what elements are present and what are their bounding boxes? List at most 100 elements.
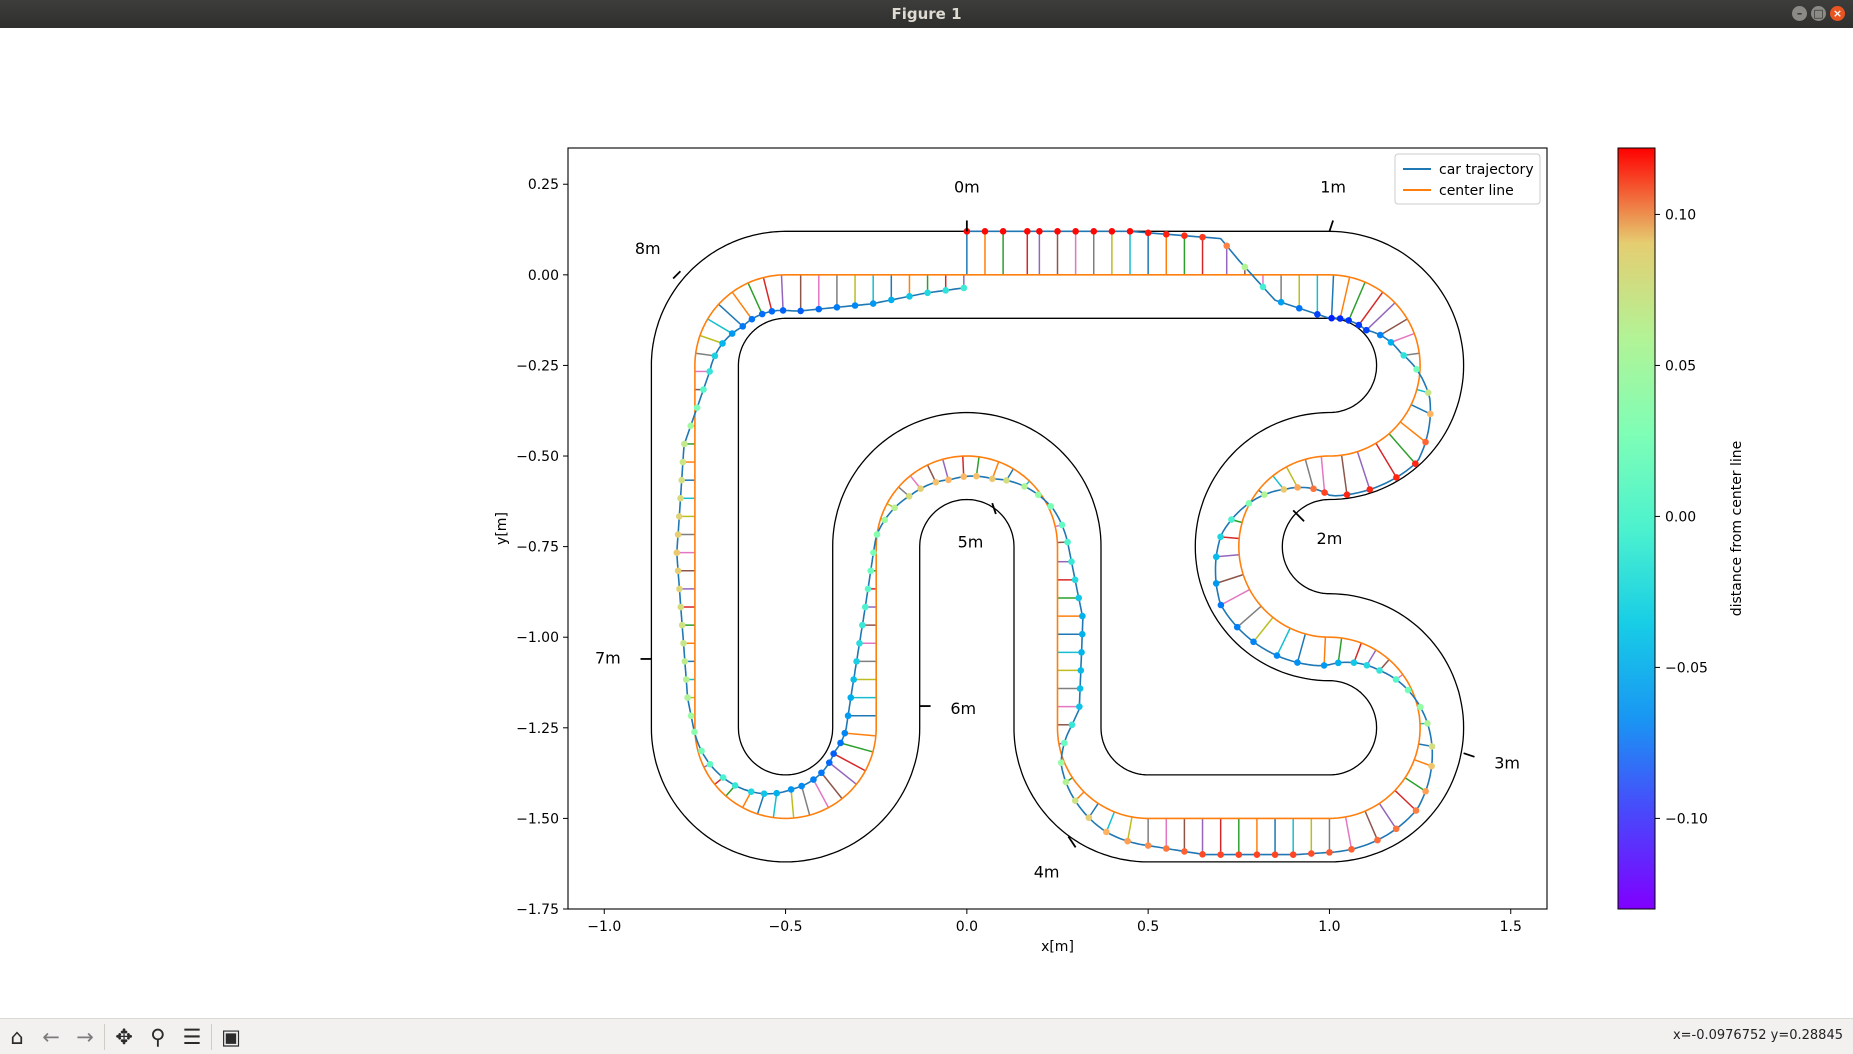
distance-label-6m: 6m bbox=[950, 699, 976, 718]
trajectory-sample-point bbox=[1109, 228, 1116, 235]
trajectory-sample-point bbox=[1335, 660, 1342, 667]
y-tick-label: −1.25 bbox=[516, 721, 559, 737]
toolbar-separator bbox=[104, 1024, 105, 1050]
y-tick-label: 0.25 bbox=[528, 177, 559, 193]
trajectory-sample-point bbox=[1181, 848, 1188, 855]
pan-icon[interactable]: ✥ bbox=[107, 1021, 141, 1053]
trajectory-sample-point bbox=[1261, 491, 1268, 498]
trajectory-sample-point bbox=[1078, 649, 1085, 656]
trajectory-sample-point bbox=[1314, 311, 1321, 318]
offset-connector-line bbox=[791, 789, 794, 818]
trajectory-sample-point bbox=[1374, 837, 1381, 844]
trajectory-sample-point bbox=[942, 287, 949, 294]
trajectory-sample-point bbox=[933, 479, 940, 486]
trajectory-sample-point bbox=[1296, 305, 1303, 312]
trajectory-sample-point bbox=[1024, 228, 1031, 235]
trajectory-sample-point bbox=[1217, 851, 1224, 858]
home-icon[interactable]: ⌂ bbox=[0, 1021, 34, 1053]
trajectory-sample-point bbox=[688, 712, 695, 719]
trajectory-sample-point bbox=[837, 740, 844, 747]
offset-connector-line bbox=[1254, 617, 1273, 641]
trajectory-sample-point bbox=[982, 228, 989, 235]
trajectory-sample-point bbox=[706, 368, 713, 375]
distance-label-2m: 2m bbox=[1317, 529, 1343, 548]
back-arrow-icon[interactable]: ← bbox=[34, 1021, 68, 1053]
trajectory-sample-point bbox=[845, 712, 852, 719]
trajectory-sample-point bbox=[1348, 846, 1355, 853]
offset-connector-line bbox=[1321, 456, 1324, 492]
trajectory-sample-point bbox=[1075, 595, 1082, 602]
x-tick-label: 1.0 bbox=[1318, 919, 1340, 935]
trajectory-sample-point bbox=[1429, 743, 1436, 750]
trajectory-sample-point bbox=[1424, 720, 1431, 727]
y-tick-label: −0.50 bbox=[516, 449, 559, 465]
trajectory-sample-point bbox=[1213, 580, 1220, 587]
trajectory-sample-point bbox=[1234, 624, 1241, 631]
trajectory-sample-point bbox=[1308, 850, 1315, 857]
trajectory-sample-point bbox=[1163, 231, 1170, 238]
trajectory-sample-point bbox=[1250, 638, 1257, 645]
trajectory-sample-point bbox=[1328, 315, 1335, 322]
trajectory-sample-point bbox=[870, 549, 877, 556]
trajectory-sample-point bbox=[810, 776, 817, 783]
trajectory-sample-point bbox=[1223, 243, 1230, 250]
x-tick-label: 0.5 bbox=[1137, 919, 1159, 935]
trajectory-sample-point bbox=[1294, 484, 1301, 491]
trajectory-sample-point bbox=[906, 493, 913, 500]
x-tick-label: 1.5 bbox=[1500, 919, 1522, 935]
trajectory-sample-point bbox=[1413, 807, 1420, 814]
trajectory-sample-point bbox=[856, 640, 863, 647]
trajectory-sample-point bbox=[973, 473, 980, 480]
trajectory-sample-point bbox=[1400, 352, 1407, 359]
offset-connector-line bbox=[1389, 434, 1415, 464]
trajectory-sample-point bbox=[1422, 439, 1429, 446]
trajectory-sample-point bbox=[1412, 460, 1419, 467]
offset-connector-line bbox=[1376, 443, 1396, 477]
trajectory-sample-point bbox=[798, 783, 805, 790]
trajectory-sample-point bbox=[881, 517, 888, 524]
offset-connector-line bbox=[732, 292, 752, 319]
forward-arrow-icon[interactable]: → bbox=[68, 1021, 102, 1053]
trajectory-sample-point bbox=[1321, 662, 1328, 669]
offset-connector-line bbox=[1305, 459, 1313, 488]
distance-label-0m: 0m bbox=[954, 177, 980, 196]
trajectory-sample-point bbox=[1337, 315, 1344, 322]
save-icon[interactable]: ▣ bbox=[214, 1021, 248, 1053]
trajectory-sample-point bbox=[1145, 229, 1152, 236]
close-icon[interactable]: × bbox=[1830, 6, 1845, 21]
distance-label-7m: 7m bbox=[595, 648, 621, 667]
trajectory-sample-point bbox=[769, 308, 776, 315]
legend-entry-label: car trajectory bbox=[1439, 162, 1534, 178]
trajectory-sample-point bbox=[859, 622, 866, 629]
trajectory-sample-point bbox=[1199, 234, 1206, 241]
trajectory-sample-point bbox=[700, 386, 707, 393]
trajectory-sample-point bbox=[1077, 685, 1084, 692]
offset-connector-line bbox=[1359, 292, 1383, 325]
minimize-icon[interactable]: – bbox=[1792, 6, 1807, 21]
offset-connector-line bbox=[1237, 606, 1261, 627]
trajectory-sample-point bbox=[1351, 659, 1358, 666]
trajectory-sample-point bbox=[1425, 389, 1432, 396]
y-tick-label: 0.00 bbox=[528, 268, 559, 284]
offset-connector-line bbox=[719, 304, 743, 326]
trajectory-sample-point bbox=[1364, 662, 1371, 669]
offset-connector-line bbox=[1395, 790, 1416, 810]
trajectory-sample-point bbox=[1405, 687, 1412, 694]
y-tick-label: −0.75 bbox=[516, 540, 559, 556]
offset-connector-line bbox=[1128, 817, 1132, 841]
y-tick-label: −1.00 bbox=[516, 630, 559, 646]
trajectory-sample-point bbox=[1326, 849, 1333, 856]
trajectory-sample-point bbox=[1321, 489, 1328, 496]
configure-subplots-icon[interactable]: ☰ bbox=[175, 1021, 209, 1053]
trajectory-sample-point bbox=[1163, 845, 1170, 852]
offset-connector-line bbox=[1357, 452, 1369, 490]
x-tick-label: −1.0 bbox=[587, 919, 621, 935]
trajectory-sample-point bbox=[847, 694, 854, 701]
zoom-icon[interactable]: ⚲ bbox=[141, 1021, 175, 1053]
distance-label-5m: 5m bbox=[958, 532, 984, 551]
maximize-icon[interactable]: □ bbox=[1811, 6, 1826, 21]
trajectory-sample-point bbox=[679, 622, 686, 629]
trajectory-sample-point bbox=[759, 311, 766, 318]
